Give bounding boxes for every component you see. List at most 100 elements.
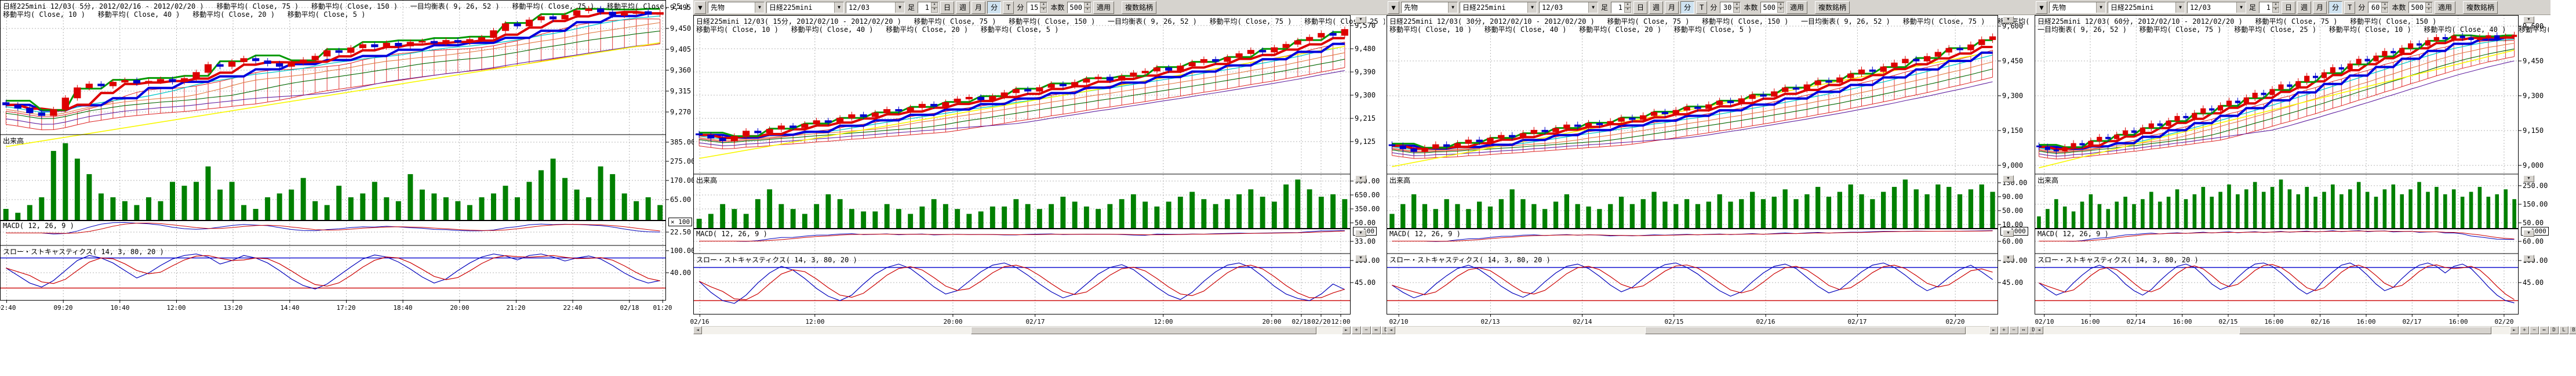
scroll-left-button[interactable]: ◄ xyxy=(2035,326,2043,334)
price-axis-label: 9,405 xyxy=(670,45,692,53)
stepper-arrows-icon[interactable]: ▲ ▼ xyxy=(2381,2,2389,13)
price-axis-label: 9,360 xyxy=(670,66,692,74)
multi-symbol-button[interactable]: 複数銘柄 xyxy=(1815,1,1850,14)
stepper-arrows-icon[interactable]: ▲ ▼ xyxy=(1733,2,1741,13)
price-axis-label: 9,495 xyxy=(670,3,692,12)
stepper-arrows-icon[interactable]: ▲ ▼ xyxy=(1084,2,1091,13)
scroll-left-button[interactable]: ◄ xyxy=(1387,326,1395,334)
period-button-T[interactable]: T xyxy=(1003,1,1014,14)
apply-button[interactable]: 適用 xyxy=(1787,1,1808,14)
chart-canvas xyxy=(1387,15,2002,319)
corner-button-1[interactable]: − xyxy=(2009,326,2018,334)
stepper-arrows-icon[interactable]: ▲ ▼ xyxy=(1624,2,1632,13)
corner-button-1[interactable]: − xyxy=(2530,326,2539,334)
scroll-right-button[interactable]: ► xyxy=(1989,326,1998,334)
stepper-arrows-icon[interactable]: ▲ ▼ xyxy=(2272,2,2280,13)
symbol-select[interactable]: 日経225mini ▼ xyxy=(2108,1,2185,13)
period-button-分[interactable]: 分 xyxy=(1680,1,1695,14)
instrument-type-select[interactable]: 先物 ▼ xyxy=(1401,1,1458,13)
stepper-arrows-icon[interactable]: ▲ ▼ xyxy=(2425,2,2433,13)
time-scrollbar[interactable]: ◄ ► xyxy=(693,326,1351,334)
multiplier-stepper[interactable]: 1 ▲ ▼ xyxy=(2259,1,2280,13)
multiplier-stepper[interactable]: 1 ▲ ▼ xyxy=(1611,1,1632,13)
volume-pane-menu-button[interactable]: ▼ xyxy=(2523,175,2534,182)
period-button-分[interactable]: 分 xyxy=(987,1,1002,14)
ma-line-150 xyxy=(2039,49,2515,168)
macd-pane-menu-button[interactable]: ▼ xyxy=(2523,230,2534,237)
volume-pane-menu-button[interactable]: ▼ xyxy=(1355,175,1366,182)
contract-month-select[interactable]: 12/03 ▼ xyxy=(1539,1,1598,13)
contract-month-select[interactable]: 12/03 ▼ xyxy=(2187,1,2246,13)
scrollbar-track[interactable] xyxy=(702,326,1342,334)
corner-button-3[interactable]: D xyxy=(2549,326,2559,334)
instrument-type-select[interactable]: 先物 ▼ xyxy=(2049,1,2106,13)
scroll-left-button[interactable]: ◄ xyxy=(693,326,702,334)
bar-count-stepper[interactable]: 500 ▲ ▼ xyxy=(1067,1,1092,13)
macd-pane-menu-button[interactable]: ▼ xyxy=(1355,230,1366,237)
corner-button-2[interactable]: ↔ xyxy=(2019,326,2028,334)
symbol-select[interactable]: 日経225mini ▼ xyxy=(1460,1,1537,13)
corner-button-1[interactable]: − xyxy=(1362,326,1371,334)
period-button-月[interactable]: 月 xyxy=(2313,1,2327,14)
period-button-日[interactable]: 日 xyxy=(1633,1,1648,14)
stoch-pane-menu-button[interactable]: ▼ xyxy=(2003,255,2014,262)
price-pane-menu-button[interactable]: ▼ xyxy=(1355,16,1366,23)
minute-value-stepper[interactable]: 30 ▲ ▼ xyxy=(1720,1,1741,13)
scrollbar-thumb[interactable] xyxy=(2239,327,2491,334)
stepper-arrows-icon[interactable]: ▲ ▼ xyxy=(1040,2,1047,13)
bar-count-stepper[interactable]: 500 ▲ ▼ xyxy=(1760,1,1785,13)
corner-button-4[interactable]: L xyxy=(2559,326,2568,334)
corner-button-0[interactable]: + xyxy=(2520,326,2529,334)
stoch-pane-menu-button[interactable]: ▼ xyxy=(1355,255,1366,262)
period-button-週[interactable]: 週 xyxy=(2297,1,2312,14)
corner-button-0[interactable]: + xyxy=(1352,326,1361,334)
multi-symbol-button[interactable]: 複数銘柄 xyxy=(2463,1,2498,14)
stoch-pane-menu-button[interactable]: ▼ xyxy=(2523,255,2534,262)
symbol-select[interactable]: 日経225mini ▼ xyxy=(766,1,844,13)
multi-symbol-button[interactable]: 複数銘柄 xyxy=(1122,1,1157,14)
price-pane-menu-button[interactable]: ▼ xyxy=(2003,16,2014,23)
scrollbar-track[interactable] xyxy=(2043,326,2510,334)
stepper-arrows-icon[interactable]: ▲ ▼ xyxy=(1777,2,1785,13)
scroll-right-button[interactable]: ► xyxy=(2510,326,2519,334)
price-pane-menu-button[interactable]: ▼ xyxy=(2523,16,2534,23)
period-button-週[interactable]: 週 xyxy=(956,1,970,14)
volume-pane-menu-button[interactable]: ▼ xyxy=(2003,175,2014,182)
period-button-T[interactable]: T xyxy=(1696,1,1708,14)
apply-button[interactable]: 適用 xyxy=(2435,1,2456,14)
period-button-日[interactable]: 日 xyxy=(2282,1,2296,14)
period-button-月[interactable]: 月 xyxy=(972,1,986,14)
apply-button[interactable]: 適用 xyxy=(1093,1,1115,14)
period-button-分[interactable]: 分 xyxy=(2328,1,2343,14)
time-scrollbar[interactable]: ◄ ► xyxy=(2035,326,2519,334)
corner-button-2[interactable]: ↔ xyxy=(2539,326,2549,334)
scroll-right-button[interactable]: ► xyxy=(1342,326,1351,334)
minute-value-stepper[interactable]: 60 ▲ ▼ xyxy=(2368,1,2389,13)
stoch-k-line xyxy=(2039,262,2515,303)
time-scrollbar[interactable]: ◄ ► xyxy=(1387,326,1998,334)
price-axis-label: 9,300 xyxy=(1355,91,1376,99)
multiplier-stepper[interactable]: 1 ▲ ▼ xyxy=(918,1,939,13)
period-button-週[interactable]: 週 xyxy=(1649,1,1664,14)
ma-line-10-thick xyxy=(2039,36,2515,150)
instrument-type-select[interactable]: 先物 ▼ xyxy=(708,1,765,13)
contract-month-select[interactable]: 12/03 ▼ xyxy=(846,1,905,13)
scrollbar-thumb[interactable] xyxy=(970,327,1316,334)
bar-count-stepper[interactable]: 500 ▲ ▼ xyxy=(2408,1,2433,13)
corner-button-2[interactable]: ↔ xyxy=(1371,326,1381,334)
scrollbar-thumb[interactable] xyxy=(1644,327,1966,334)
period-button-日[interactable]: 日 xyxy=(940,1,955,14)
corner-button-5[interactable]: B xyxy=(2569,326,2576,334)
price-axis-label: 9,300 xyxy=(2002,92,2024,100)
corner-button-0[interactable]: + xyxy=(1999,326,2009,334)
menu-dropdown-button[interactable]: ▼ xyxy=(1388,1,1399,14)
stepper-arrows-icon[interactable]: ▲ ▼ xyxy=(931,2,938,13)
chevron-down-icon: ▼ xyxy=(755,2,764,13)
period-button-月[interactable]: 月 xyxy=(1665,1,1679,14)
period-button-T[interactable]: T xyxy=(2344,1,2356,14)
scrollbar-track[interactable] xyxy=(1395,326,1989,334)
menu-dropdown-button[interactable]: ▼ xyxy=(2036,1,2047,14)
macd-pane-menu-button[interactable]: ▼ xyxy=(2003,230,2014,237)
minute-value-stepper[interactable]: 15 ▲ ▼ xyxy=(1027,1,1048,13)
menu-dropdown-button[interactable]: ▼ xyxy=(694,1,706,14)
